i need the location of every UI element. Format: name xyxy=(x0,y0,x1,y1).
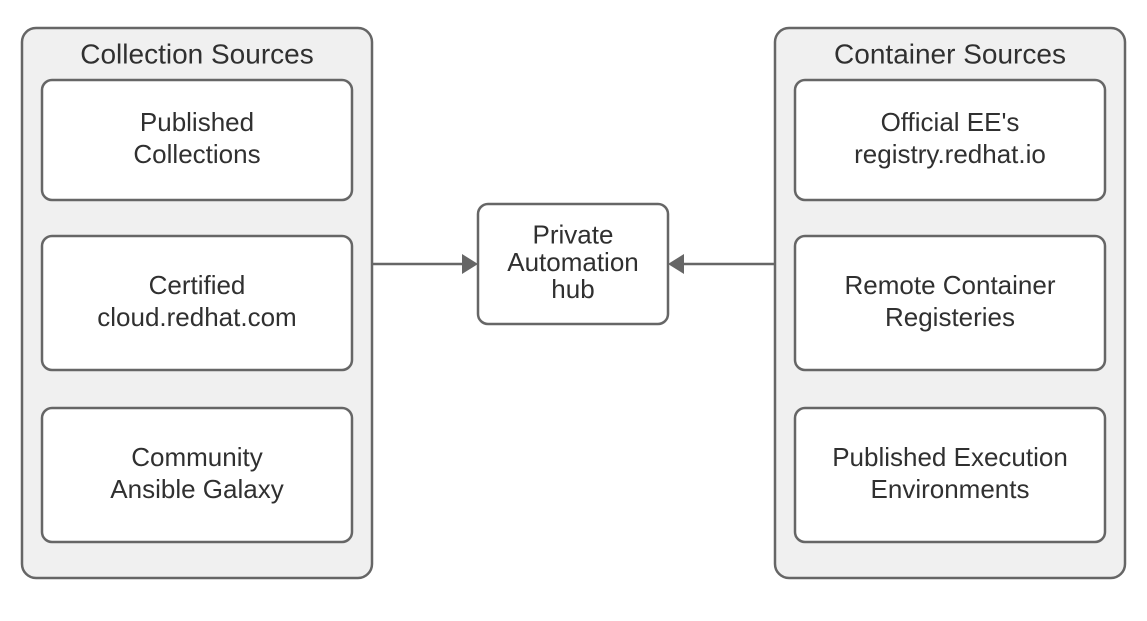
svg-text:hub: hub xyxy=(551,274,594,304)
container-sources-panel: Container Sources Official EE'sregistry.… xyxy=(775,28,1125,578)
svg-text:cloud.redhat.com: cloud.redhat.com xyxy=(97,302,296,332)
architecture-diagram: Collection Sources PublishedCollectionsC… xyxy=(0,0,1147,621)
svg-text:Published Execution: Published Execution xyxy=(832,442,1068,472)
svg-text:Official EE's: Official EE's xyxy=(881,107,1020,137)
svg-text:Environments: Environments xyxy=(871,474,1030,504)
svg-text:Remote Container: Remote Container xyxy=(845,270,1056,300)
container-sources-title: Container Sources xyxy=(834,38,1066,69)
certified-cloud: Certifiedcloud.redhat.com xyxy=(42,236,352,370)
private-automation-hub-node: Private Automation hub xyxy=(478,204,668,324)
svg-text:Private: Private xyxy=(533,220,614,250)
arrow xyxy=(668,254,775,274)
svg-text:Automation: Automation xyxy=(507,247,639,277)
collection-sources-title: Collection Sources xyxy=(80,38,313,69)
arrow xyxy=(372,254,478,274)
svg-text:Registeries: Registeries xyxy=(885,302,1015,332)
community-galaxy: CommunityAnsible Galaxy xyxy=(42,408,352,542)
svg-text:Ansible Galaxy: Ansible Galaxy xyxy=(110,474,283,504)
svg-text:Certified: Certified xyxy=(149,270,246,300)
svg-text:Community: Community xyxy=(131,442,262,472)
published-ee: Published ExecutionEnvironments xyxy=(795,408,1105,542)
collection-sources-panel: Collection Sources PublishedCollectionsC… xyxy=(22,28,372,578)
svg-text:registry.redhat.io: registry.redhat.io xyxy=(854,139,1046,169)
remote-registries: Remote ContainerRegisteries xyxy=(795,236,1105,370)
svg-text:Published: Published xyxy=(140,107,254,137)
svg-text:Collections: Collections xyxy=(133,139,260,169)
official-ee: Official EE'sregistry.redhat.io xyxy=(795,80,1105,200)
published-collections: PublishedCollections xyxy=(42,80,352,200)
